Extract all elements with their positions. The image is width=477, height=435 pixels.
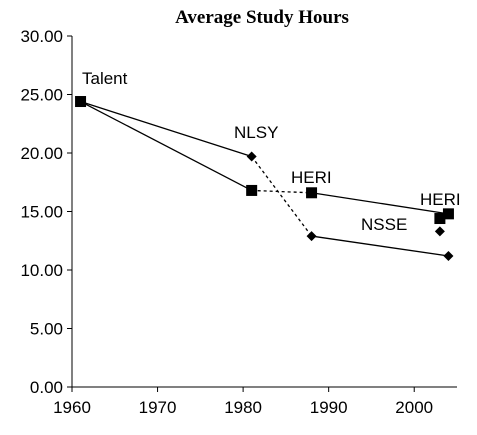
y-tick-label: 30.00 — [20, 27, 63, 46]
chart-title: Average Study Hours — [175, 7, 349, 28]
annotation-nlsy: NLSY — [234, 123, 278, 142]
x-tick-label: 1990 — [310, 398, 348, 417]
square-data-point — [442, 208, 454, 220]
annotation-heri-2004: HERI — [420, 190, 461, 209]
y-axis-ticks: 0.00 5.00 10.00 15.00 20.00 25.00 30.00 — [20, 27, 72, 397]
x-axis-ticks: 1960 1970 1980 1990 2000 — [53, 387, 433, 417]
annotation-nsse: NSSE — [361, 215, 407, 234]
x-tick-label: 1970 — [139, 398, 177, 417]
square-data-point — [434, 213, 446, 225]
annotation-heri-1988: HERI — [291, 168, 332, 187]
series-segment — [80, 100, 252, 158]
x-tick-label: 2000 — [395, 398, 433, 417]
square-data-point — [306, 187, 318, 199]
diamond-data-point — [443, 250, 454, 261]
series-segment — [311, 192, 449, 215]
dashed-link — [251, 189, 312, 194]
y-tick-label: 25.00 — [20, 86, 63, 105]
series-segment — [311, 235, 449, 257]
series-lines — [80, 100, 449, 257]
x-tick-label: 1960 — [53, 398, 91, 417]
series-segment — [80, 100, 252, 192]
y-tick-label: 10.00 — [20, 261, 63, 280]
diamond-data-point — [434, 226, 445, 237]
diamond-data-point — [306, 231, 317, 242]
square-data-point — [246, 184, 258, 196]
y-tick-label: 15.00 — [20, 203, 63, 222]
dashed-link — [251, 156, 313, 237]
diamond-data-point — [75, 96, 86, 107]
diamond-data-point — [246, 151, 257, 162]
y-tick-label: 20.00 — [20, 144, 63, 163]
annotation-talent: Talent — [82, 69, 128, 88]
y-tick-label: 0.00 — [30, 378, 63, 397]
x-tick-label: 1980 — [224, 398, 262, 417]
y-tick-label: 5.00 — [30, 320, 63, 339]
series-markers — [75, 96, 454, 261]
